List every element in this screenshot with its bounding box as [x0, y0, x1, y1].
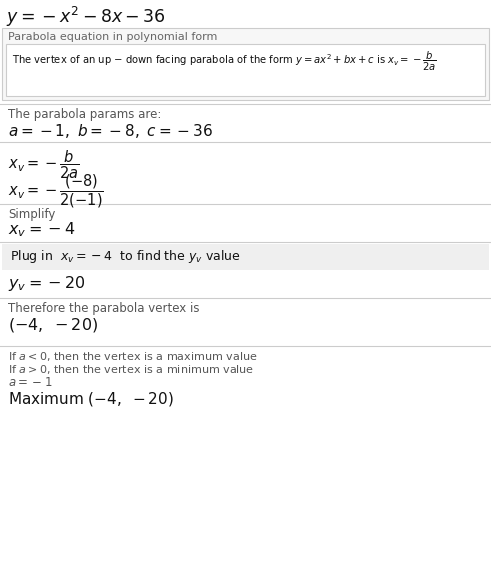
Text: Maximum $(-4,\ -20)$: Maximum $(-4,\ -20)$ — [8, 390, 174, 408]
Text: Parabola equation in polynomial form: Parabola equation in polynomial form — [8, 32, 218, 42]
Text: $x_v = -\dfrac{(-8)}{2(-1)}$: $x_v = -\dfrac{(-8)}{2(-1)}$ — [8, 172, 104, 210]
Text: $y_v = -20$: $y_v = -20$ — [8, 274, 85, 293]
Text: If $a < 0$, then the vertex is a maximum value: If $a < 0$, then the vertex is a maximum… — [8, 350, 258, 363]
Text: Therefore the parabola vertex is: Therefore the parabola vertex is — [8, 302, 199, 315]
Text: The vertex of an up $-$ down facing parabola of the form $y = ax^2 + bx + c$ is : The vertex of an up $-$ down facing para… — [12, 50, 437, 73]
Text: $x_v = -\dfrac{b}{2a}$: $x_v = -\dfrac{b}{2a}$ — [8, 148, 80, 180]
Text: $a = -1,\ b = -8,\ c = -36$: $a = -1,\ b = -8,\ c = -36$ — [8, 122, 213, 140]
Text: Plug in  $x_v = -4$  to find the $y_v$ value: Plug in $x_v = -4$ to find the $y_v$ val… — [10, 248, 241, 265]
Text: Simplify: Simplify — [8, 208, 55, 221]
Text: $y = -x^2 - 8x - 36$: $y = -x^2 - 8x - 36$ — [6, 5, 166, 29]
Text: $(-4,\ -20)$: $(-4,\ -20)$ — [8, 316, 98, 334]
Text: $x_v = -4$: $x_v = -4$ — [8, 220, 76, 239]
FancyBboxPatch shape — [6, 44, 485, 96]
Text: $a = -1$: $a = -1$ — [8, 376, 53, 389]
Text: If $a > 0$, then the vertex is a minimum value: If $a > 0$, then the vertex is a minimum… — [8, 363, 254, 376]
Text: The parabola params are:: The parabola params are: — [8, 108, 162, 121]
FancyBboxPatch shape — [2, 28, 489, 100]
FancyBboxPatch shape — [2, 244, 489, 270]
